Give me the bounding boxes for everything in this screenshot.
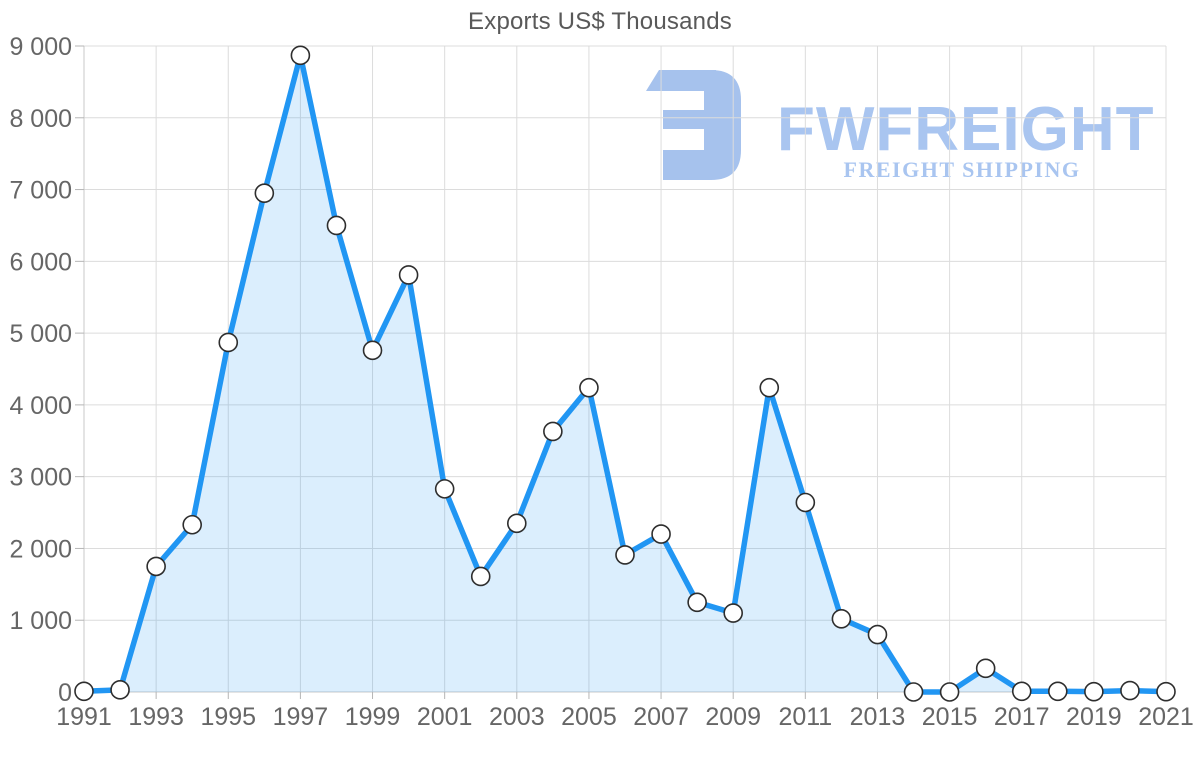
data-point[interactable]: 2006: 1910 xyxy=(615,545,635,565)
x-axis-label: 2019 xyxy=(1066,703,1122,731)
data-point[interactable]: 2002: 1610 xyxy=(470,566,491,587)
y-axis-label: 0 xyxy=(58,679,72,707)
data-point[interactable]: 1999: 4760 xyxy=(362,340,383,361)
data-points: 1991: 10 1992: 30 1993: 1750 1994: 2330 1995… xyxy=(74,45,1176,702)
data-point[interactable]: 2009: 1100 xyxy=(723,603,744,623)
area-fill xyxy=(84,55,1166,692)
x-axis-label: 2005 xyxy=(561,703,617,731)
data-point[interactable]: 1996: 6950 xyxy=(254,183,275,203)
x-axis-label: 2007 xyxy=(633,703,689,731)
data-point[interactable]: 2019: 5 xyxy=(1084,681,1104,702)
y-axis-label: 1 000 xyxy=(9,607,72,635)
y-axis-label: 6 000 xyxy=(9,248,72,276)
axis-ticks xyxy=(75,45,1167,699)
x-axis-label: 2017 xyxy=(994,703,1050,731)
x-axis-label: 1993 xyxy=(128,703,184,731)
y-axis-label: 3 000 xyxy=(9,464,72,492)
data-point[interactable]: 1991: 10 xyxy=(74,681,94,702)
logo-mark-spine xyxy=(663,70,741,180)
y-axis-label: 4 000 xyxy=(9,392,72,420)
data-point[interactable]: 1994: 2330 xyxy=(182,514,202,535)
x-axis-labels: 1991 1993 1995 1997 1999 2001 2003 2005 2007 2009… xyxy=(56,703,1194,731)
data-point[interactable]: 2012: 1020 xyxy=(831,608,852,629)
data-point[interactable]: 2007: 2200 xyxy=(651,524,671,544)
y-axis-label: 7 000 xyxy=(9,177,72,205)
x-axis-label: 2015 xyxy=(922,703,978,731)
data-point[interactable]: 2001: 2830 xyxy=(434,479,455,499)
x-axis-label: 2011 xyxy=(778,703,832,731)
x-axis-label: 2009 xyxy=(705,703,761,731)
data-point[interactable]: 1992: 30 xyxy=(110,680,130,700)
chart-title: Exports US$ Thousands xyxy=(468,8,732,35)
y-axis-labels: 0 1 000 2 000 3 000 4 000 5 000 6 000 7 000 8 00… xyxy=(9,33,72,707)
data-point[interactable]: 2004: 3630 xyxy=(543,421,563,442)
data-point[interactable]: 2011: 2640 xyxy=(795,492,816,513)
y-axis-label: 2 000 xyxy=(9,535,72,563)
x-axis-label: 2021 xyxy=(1138,703,1194,731)
logo-mark-middle-bar xyxy=(663,110,716,129)
x-axis-label: 1991 xyxy=(56,703,112,731)
data-point[interactable]: 2005: 4240 xyxy=(579,377,599,398)
logo-mark-top-bar xyxy=(646,70,716,91)
series-area xyxy=(84,55,1166,692)
x-axis-label: 2013 xyxy=(850,703,906,731)
data-point[interactable]: 2013: 800 xyxy=(867,624,888,645)
data-point[interactable]: 2010: 4240 xyxy=(759,377,780,398)
y-axis-label: 5 000 xyxy=(9,320,72,348)
watermark-tagline-text: FREIGHT SHIPPING xyxy=(844,157,1081,182)
y-axis-label: 8 000 xyxy=(9,105,72,133)
data-point[interactable]: 2018: 10 xyxy=(1048,681,1068,702)
y-axis-label: 9 000 xyxy=(9,33,72,61)
data-point[interactable]: 2020: 20 xyxy=(1120,680,1140,701)
x-axis-label: 2003 xyxy=(489,703,545,731)
data-point[interactable]: 1998: 6500 xyxy=(326,215,347,236)
x-axis-label: 1999 xyxy=(345,703,401,731)
data-point[interactable]: 2014: 0 xyxy=(903,682,924,702)
x-axis-label: 1995 xyxy=(200,703,256,731)
data-point[interactable]: 2015: 0 xyxy=(939,682,960,702)
watermark-logo: FWFREIGHT FREIGHT SHIPPING xyxy=(646,70,1155,182)
data-point[interactable]: 2017: 10 xyxy=(1011,681,1032,702)
data-point[interactable]: 1995: 4870 xyxy=(218,332,239,353)
data-point[interactable]: 2016: 330 xyxy=(975,658,996,679)
data-point[interactable]: 1997: 8870 xyxy=(290,45,311,66)
x-axis-label: 2001 xyxy=(417,703,473,731)
data-point[interactable]: 1993: 1750 xyxy=(146,556,166,577)
data-point[interactable]: 2021: 5 xyxy=(1156,681,1176,702)
data-point[interactable]: 2003: 2350 xyxy=(506,513,527,534)
x-axis-label: 1997 xyxy=(273,703,329,731)
data-point[interactable]: 2008: 1250 xyxy=(687,592,707,613)
watermark-brand-text: FWFREIGHT xyxy=(777,95,1155,164)
